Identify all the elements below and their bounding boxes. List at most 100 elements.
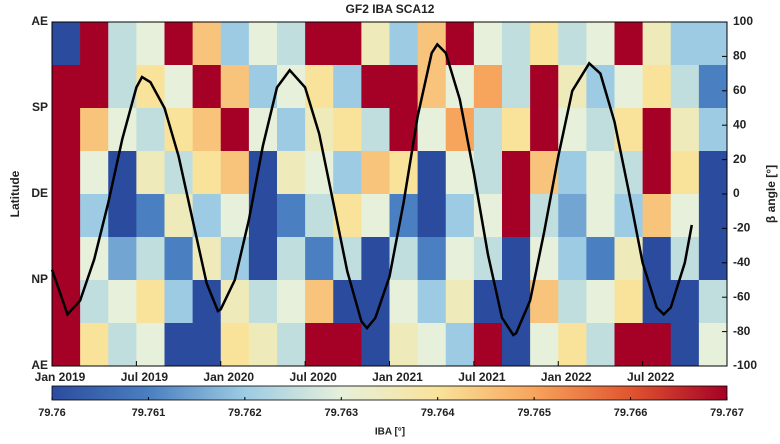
heat-cell (670, 22, 700, 66)
heat-cell (642, 65, 672, 109)
colorbar-tick-label: 79.762 (228, 407, 262, 419)
x-tick-label: Jul 2019 (121, 370, 169, 384)
heat-cell (389, 280, 419, 324)
heat-cell (698, 108, 728, 152)
heat-cell (445, 280, 475, 324)
heat-cell (52, 65, 81, 109)
heat-cell (136, 151, 165, 195)
heat-cell (558, 237, 587, 281)
heat-cell (305, 22, 334, 66)
heat-cell (642, 151, 672, 195)
heat-cell (361, 194, 390, 238)
heat-cell (670, 323, 700, 367)
heat-cell (248, 151, 278, 195)
heat-cell (530, 22, 559, 66)
heat-cell (530, 65, 559, 109)
heat-cell (473, 108, 503, 152)
beta-line (50, 42, 694, 337)
heat-cell (361, 65, 390, 109)
chart-title: GF2 IBA SCA12 (346, 2, 435, 16)
heat-cell (192, 194, 222, 238)
y2-tick-label: 100 (733, 14, 753, 28)
heat-cell (586, 22, 615, 66)
colorbar-tick-label: 79.766 (614, 407, 648, 419)
colorbar-tick-label: 79.765 (517, 407, 551, 419)
heat-cell (502, 323, 531, 367)
heat-cell (417, 323, 447, 367)
heat-cell (473, 22, 503, 66)
heat-cell (108, 323, 137, 367)
x-tick-label: Jan 2020 (203, 370, 254, 384)
heat-cell (164, 22, 194, 66)
heat-cell (670, 65, 700, 109)
heat-cell (586, 194, 615, 238)
heat-cell (417, 22, 447, 66)
heat-cell (52, 280, 81, 324)
heat-cell (108, 22, 137, 66)
heat-cell (502, 194, 531, 238)
heat-cell (220, 194, 250, 238)
heat-cell (108, 237, 137, 281)
colorbar-tick-label: 79.76 (38, 407, 66, 419)
heat-cell (164, 108, 194, 152)
heat-cell (164, 65, 194, 109)
heat-cell (333, 280, 362, 324)
heat-cell (670, 151, 700, 195)
heat-cell (192, 151, 222, 195)
heat-cell (698, 22, 728, 66)
heat-cell (52, 22, 81, 66)
heat-cell (220, 65, 250, 109)
heat-cell (220, 151, 250, 195)
heat-cell (417, 237, 447, 281)
heat-cell (248, 237, 278, 281)
heat-cell (502, 280, 531, 324)
heat-cell (473, 65, 503, 109)
heat-cell (333, 108, 362, 152)
y-tick-label: AE (31, 358, 48, 372)
heat-cell (445, 108, 475, 152)
heat-cell (192, 108, 222, 152)
y2-axis-label: β angle [°] (764, 165, 778, 223)
heat-cell (389, 65, 419, 109)
heat-cell (417, 194, 447, 238)
heat-cell (586, 108, 615, 152)
colorbar (51, 385, 728, 401)
heat-cell (642, 22, 672, 66)
heat-cell (80, 65, 109, 109)
heat-cell (670, 280, 700, 324)
heat-cell (52, 194, 81, 238)
heat-cell (389, 323, 419, 367)
y-tick-label: NP (31, 272, 48, 286)
heat-cell (80, 323, 109, 367)
heat-cell (305, 237, 334, 281)
x-tick-label: Jul 2020 (289, 370, 337, 384)
heat-cell (333, 22, 362, 66)
heat-cell (277, 108, 306, 152)
heat-cell (558, 65, 587, 109)
heat-cell (277, 151, 306, 195)
heat-cell (445, 22, 475, 66)
y2-tick-label: 60 (733, 83, 747, 97)
heat-cell (361, 108, 390, 152)
heat-cell (108, 151, 137, 195)
heat-cell (220, 108, 250, 152)
heat-cell (558, 323, 587, 367)
heat-cell (333, 151, 362, 195)
heat-cell (586, 65, 615, 109)
colorbar-tick-label: 79.761 (132, 407, 166, 419)
heat-cell (698, 280, 728, 324)
heat-cell (248, 323, 278, 367)
heat-cell (277, 280, 306, 324)
heat-cell (305, 194, 334, 238)
colorbar-tick-label: 79.764 (421, 407, 456, 419)
colorbar-tick-label: 79.767 (710, 407, 744, 419)
y2-tick-label: -40 (733, 255, 751, 269)
heat-cell (305, 108, 334, 152)
heat-cell (502, 151, 531, 195)
y2-tick-label: 40 (733, 117, 747, 131)
heat-cell (389, 237, 419, 281)
heat-cell (80, 22, 109, 66)
heat-cell (473, 151, 503, 195)
heat-cell (52, 108, 81, 152)
